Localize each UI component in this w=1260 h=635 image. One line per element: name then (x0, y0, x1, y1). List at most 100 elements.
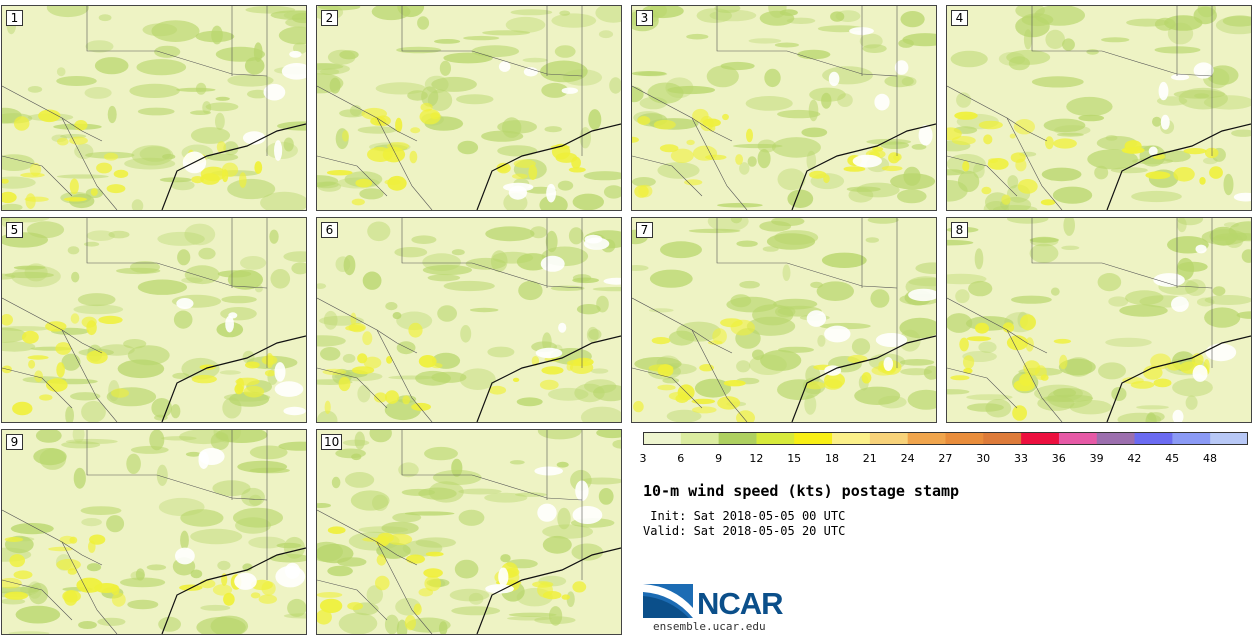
wind-patch (67, 246, 80, 255)
wind-patch (1119, 304, 1168, 317)
wind-patch (648, 308, 674, 313)
member-number: 3 (636, 10, 653, 26)
wind-patch (968, 280, 993, 297)
wind-patch (459, 368, 496, 390)
wind-patch (1177, 218, 1187, 233)
wind-speed-map (947, 218, 1251, 422)
strong-wind-patch (223, 592, 235, 606)
wind-patch (808, 99, 819, 122)
state-border (61, 329, 103, 354)
wind-patch (590, 368, 609, 374)
strong-wind-patch (893, 153, 902, 161)
wind-patch (854, 386, 901, 405)
strong-wind-patch (568, 167, 586, 173)
strong-wind-patch (425, 551, 444, 557)
wind-patch (72, 430, 85, 443)
wind-patch (911, 144, 927, 150)
wind-patch (385, 302, 398, 311)
strong-wind-patch (113, 169, 129, 178)
wind-patch (978, 341, 997, 353)
strong-wind-patch (385, 390, 399, 404)
wind-patch (327, 565, 353, 577)
wind-patch (124, 157, 176, 170)
wind-patch (485, 226, 535, 242)
wind-patch (220, 307, 257, 321)
wind-patch (8, 631, 50, 634)
wind-patch (179, 430, 229, 445)
calm-patch (603, 277, 621, 285)
colorbar-tick-label: 21 (862, 452, 877, 465)
calm-patch (558, 322, 567, 333)
calm-patch (806, 310, 827, 327)
wind-patch (235, 517, 271, 534)
wind-patch (1008, 56, 1030, 71)
strong-wind-patch (1150, 353, 1172, 370)
wind-patch (668, 330, 695, 346)
wind-patch (787, 189, 814, 208)
wind-patch (748, 38, 782, 44)
wind-patch (502, 117, 522, 138)
wind-patch (1078, 114, 1105, 122)
wind-patch (127, 599, 159, 610)
wind-patch (94, 57, 129, 75)
strong-wind-patch (88, 540, 96, 553)
wind-patch (61, 353, 81, 371)
calm-patch (875, 333, 908, 347)
strong-wind-patch (56, 558, 81, 571)
strong-wind-patch (245, 361, 260, 369)
wind-patch (947, 239, 974, 246)
wind-patch (1037, 395, 1075, 411)
wind-patch (351, 453, 362, 461)
colorbar-tick-label: 39 (1089, 452, 1104, 465)
wind-patch (190, 569, 203, 579)
strong-wind-patch (216, 141, 226, 154)
wind-patch (1054, 125, 1091, 136)
wind-patch (86, 563, 102, 572)
strong-wind-patch (386, 356, 393, 364)
wind-patch (957, 170, 980, 192)
wind-patch (985, 399, 1012, 418)
wind-patch (1015, 6, 1045, 19)
calm-patch (1193, 62, 1214, 79)
wind-patch (469, 307, 499, 313)
state-border (691, 117, 733, 142)
state-border (2, 579, 73, 621)
colorbar-tick-label: 33 (1014, 452, 1028, 465)
wind-patch (227, 178, 276, 200)
coastline (476, 547, 621, 634)
wind-patch (696, 8, 732, 23)
strong-wind-patch (722, 113, 729, 121)
wind-patch (757, 149, 771, 169)
strong-wind-patch (352, 366, 375, 375)
calm-patch (534, 466, 563, 476)
wind-patch (80, 506, 122, 515)
wind-patch (956, 92, 972, 108)
wind-patch (508, 612, 557, 617)
wind-patch (509, 460, 525, 465)
wind-patch (277, 121, 306, 131)
ncar-logo-text: NCAR (697, 586, 784, 621)
strong-wind-patch (4, 537, 24, 542)
strong-wind-patch (963, 355, 975, 369)
strong-wind-patch (382, 146, 406, 163)
colorbar-tick-label: 3 (639, 452, 647, 465)
wind-patch (880, 141, 909, 149)
member-number: 4 (951, 10, 968, 26)
wind-patch (1029, 243, 1059, 263)
strong-wind-patch (634, 185, 649, 198)
wind-patch (172, 372, 190, 379)
wind-patch (1164, 15, 1203, 31)
wind-patch (846, 186, 881, 192)
strong-wind-patch (24, 196, 49, 202)
strong-wind-patch (496, 162, 511, 174)
member-number: 1 (6, 10, 23, 26)
wind-patch (85, 40, 114, 53)
wind-patch (583, 171, 621, 181)
strong-wind-patch (90, 188, 98, 197)
map-panel: 9 (1, 429, 307, 635)
strong-wind-patch (488, 385, 507, 395)
wind-patch (1209, 226, 1238, 246)
strong-wind-patch (326, 170, 353, 176)
wind-patch (907, 389, 936, 410)
wind-patch (283, 536, 305, 559)
